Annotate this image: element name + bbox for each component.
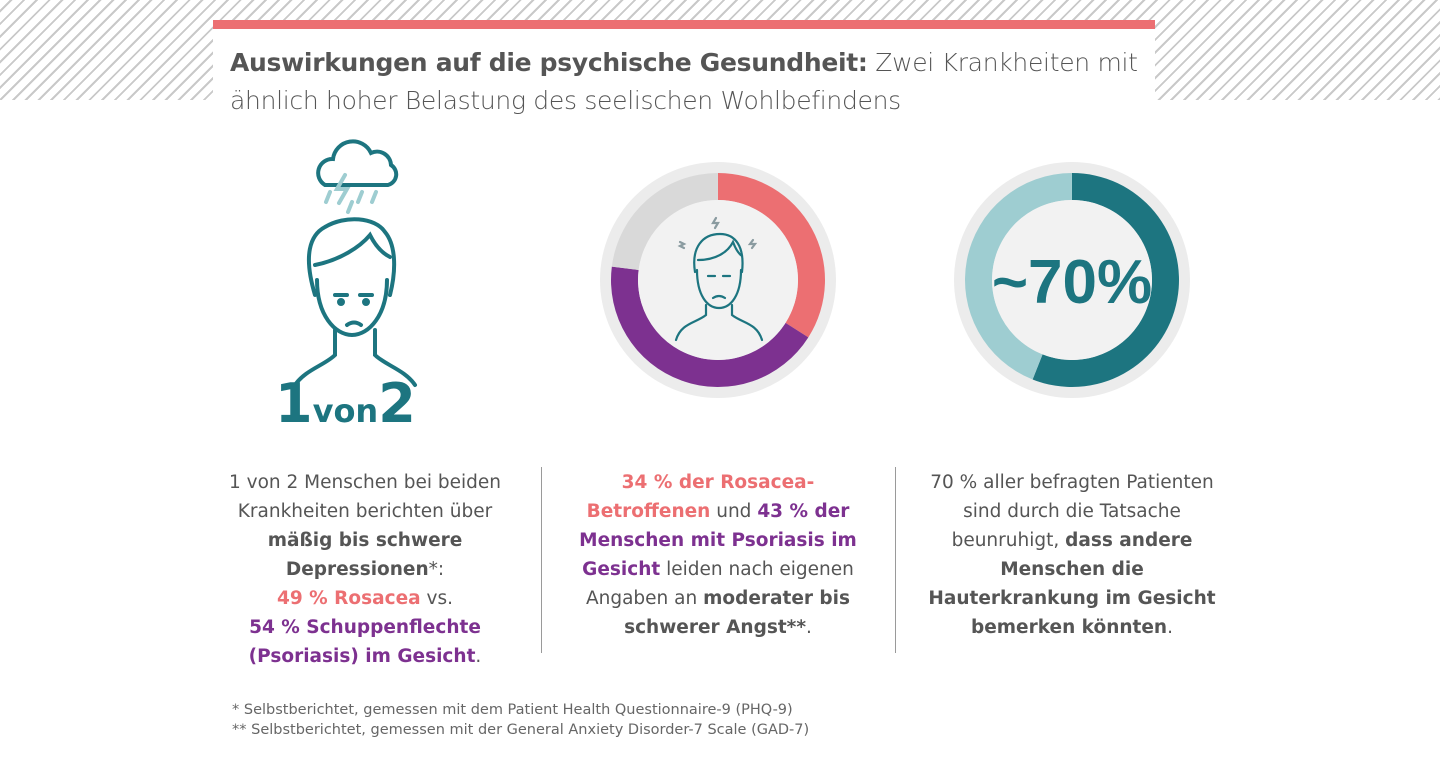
one-in-two-label: 1von2 xyxy=(275,372,416,435)
stressed-person-icon xyxy=(674,216,764,342)
anxiety-donut-chart xyxy=(600,162,836,398)
anxiety-text: 34 % der Rosacea-Betroffenen und 43 % de… xyxy=(568,468,868,642)
bold-text: moderater bis schwerer Angst** xyxy=(624,588,851,638)
text: . xyxy=(475,646,482,667)
text: und xyxy=(710,501,758,522)
footnote: ** Selbstberichtet, gemessen mit der Gen… xyxy=(232,722,810,738)
psoriasis-segment xyxy=(611,266,809,387)
divider xyxy=(895,467,896,653)
page-title: Auswirkungen auf die psychische Gesundhe… xyxy=(230,44,1150,120)
concern-text: 70 % aller befragten Patienten sind durc… xyxy=(922,468,1222,642)
donut-percent-label: ~70% xyxy=(992,248,1152,317)
concern-donut-chart: ~70% xyxy=(954,162,1190,398)
psoriasis-stat: 43 % der Menschen mit Psoriasis im Gesic… xyxy=(579,501,857,580)
donut-center xyxy=(638,200,798,360)
text: *: xyxy=(428,559,445,580)
bold-text: mäßig bis schwere Depressionen xyxy=(267,530,463,580)
donut-center xyxy=(992,200,1152,360)
depression-text: 1 von 2 Menschen bei beiden Krankheiten … xyxy=(215,468,515,671)
psoriasis-stat: 54 % Schuppenflechte (Psoriasis) im Gesi… xyxy=(248,617,481,667)
text: 70 % aller befragten Patienten sind durc… xyxy=(930,472,1214,551)
rosacea-stat: 34 % der Rosacea-Betroffenen xyxy=(586,472,815,522)
person-with-storm-cloud-icon xyxy=(293,139,417,387)
big-number: 1 xyxy=(275,372,313,435)
bold-text: dass andere Menschen die Hauterkrankung … xyxy=(928,530,1216,638)
title-bold: Auswirkungen auf die psychische Gesundhe… xyxy=(230,48,868,77)
text: leiden nach eigenen Angaben an xyxy=(585,559,854,609)
text: . xyxy=(1167,617,1173,638)
concerned-segment xyxy=(1032,173,1179,387)
divider xyxy=(541,467,542,653)
footnote: * Selbstberichtet, gemessen mit dem Pati… xyxy=(232,702,793,718)
remaining-segment xyxy=(611,173,718,270)
accent-bar xyxy=(213,20,1155,29)
remaining-segment xyxy=(965,173,1072,380)
title-rest: Zwei Krankheiten mit ähnlich hoher Belas… xyxy=(230,48,1138,115)
rosacea-stat: 49 % Rosacea xyxy=(277,588,421,609)
big-number: 2 xyxy=(378,372,416,435)
text: 1 von 2 Menschen bei beiden Krankheiten … xyxy=(228,472,502,522)
text: vs. xyxy=(420,588,453,609)
footnotes: * Selbstberichtet, gemessen mit dem Pati… xyxy=(232,700,809,740)
rosacea-segment xyxy=(718,173,825,338)
big-von: von xyxy=(312,392,379,430)
text: . xyxy=(806,617,812,638)
